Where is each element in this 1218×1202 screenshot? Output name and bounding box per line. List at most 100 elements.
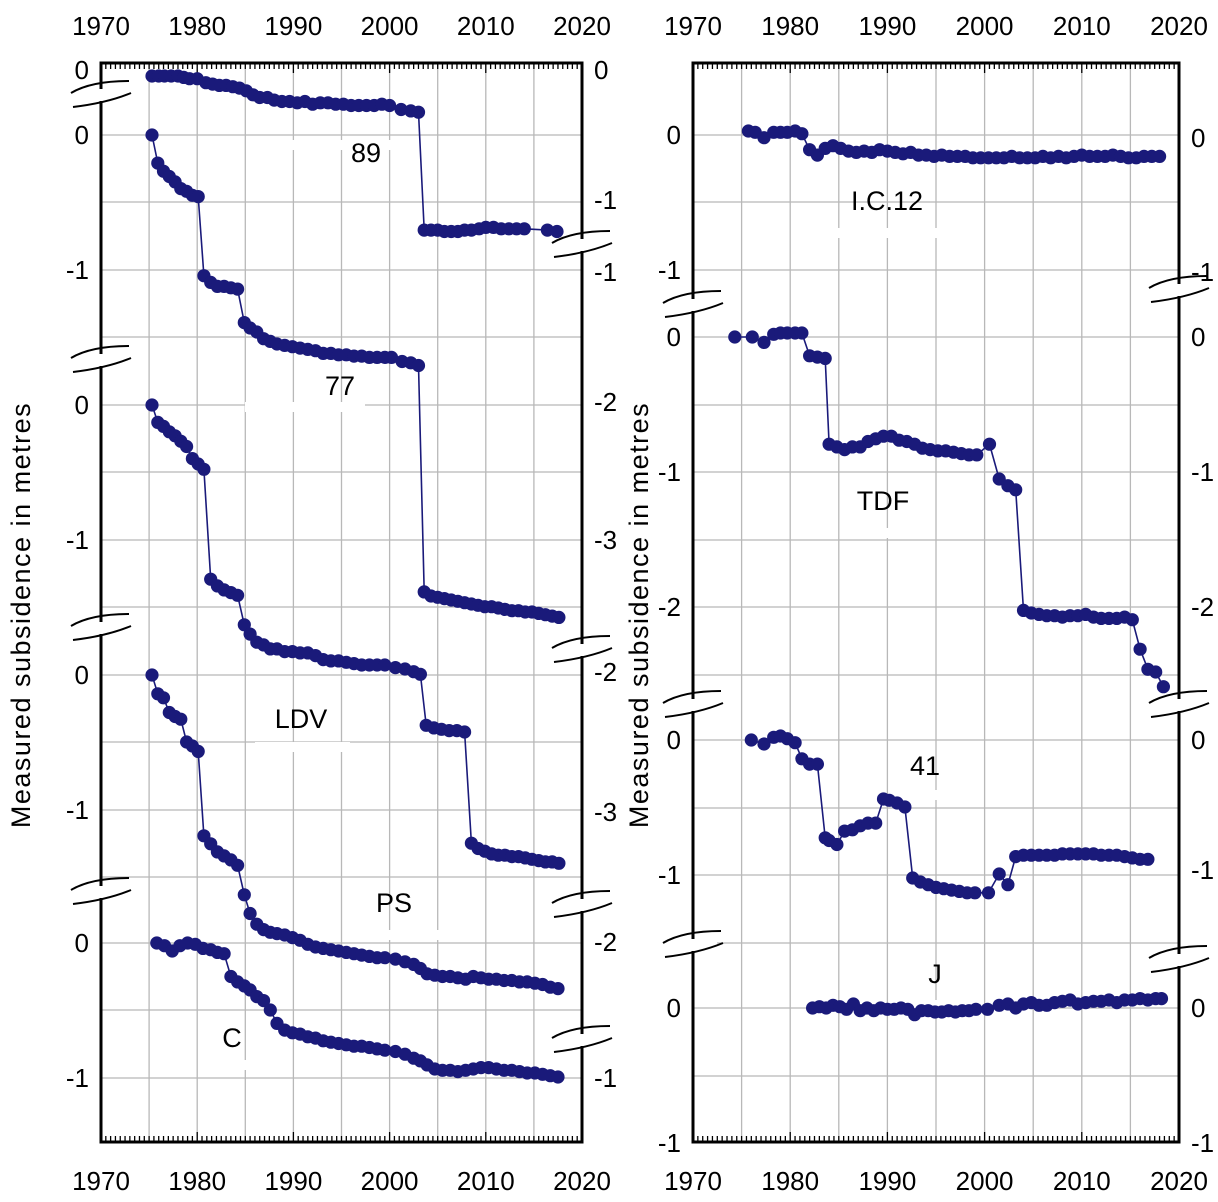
series-77 — [145, 128, 566, 625]
y-tick-label-right: -2 — [594, 927, 617, 957]
data-point — [384, 350, 399, 364]
year-label-top: 2020 — [553, 11, 611, 41]
year-label-bottom: 1990 — [858, 1166, 916, 1196]
data-point — [757, 335, 771, 349]
data-point — [757, 131, 771, 145]
y-tick-label-right: -1 — [1191, 457, 1214, 487]
y-axis-title: Measured subsidence in metres — [624, 402, 654, 828]
data-point — [145, 668, 159, 682]
y-tick-label-left: 0 — [75, 390, 89, 420]
data-point — [517, 222, 531, 236]
data-point — [411, 358, 426, 373]
axis-break-icon — [1148, 690, 1210, 718]
data-point — [394, 102, 408, 117]
axis-break-icon — [662, 290, 724, 318]
series-ldv — [145, 398, 566, 870]
axis-break-icon — [1148, 945, 1210, 973]
y-tick-label-left: 0 — [75, 55, 89, 85]
y-tick-label-right: -3 — [594, 525, 617, 555]
axis-break-icon — [1148, 275, 1210, 303]
data-point — [231, 588, 245, 602]
series-j — [806, 992, 1169, 1022]
axis-break-icon — [70, 613, 132, 641]
series-label: LDV — [275, 704, 328, 734]
series-line — [151, 674, 559, 990]
series-line — [151, 134, 560, 619]
year-label-top: 2000 — [361, 11, 419, 41]
year-label-top: 2020 — [1150, 11, 1208, 41]
data-point — [970, 448, 984, 462]
series-label: I.C.12 — [851, 186, 923, 216]
data-point — [257, 994, 271, 1008]
year-label-top: 1990 — [264, 11, 322, 41]
data-point — [156, 691, 171, 705]
y-tick-label-right: 0 — [1191, 993, 1205, 1023]
data-point — [818, 351, 832, 365]
data-point — [744, 733, 758, 747]
y-tick-label-left: 0 — [75, 928, 89, 958]
y-tick-label-right: 0 — [1191, 322, 1205, 352]
y-tick-label-left: 0 — [667, 725, 681, 755]
data-point — [1153, 149, 1167, 163]
data-point — [728, 330, 742, 344]
year-label-bottom: 1990 — [264, 1166, 322, 1196]
year-label-bottom: 2000 — [361, 1166, 419, 1196]
y-tick-label-left: 0 — [667, 120, 681, 150]
data-point — [1154, 992, 1169, 1006]
data-point — [191, 190, 205, 204]
label-background — [245, 402, 365, 412]
y-tick-label-right: -2 — [594, 387, 617, 417]
data-point — [413, 667, 427, 681]
y-tick-label-left: -1 — [66, 255, 89, 285]
series-line — [734, 332, 1165, 688]
year-label-top: 1970 — [72, 11, 130, 41]
y-tick-label-right: -1 — [1191, 1128, 1214, 1158]
data-point — [1001, 878, 1015, 892]
year-label-bottom: 1970 — [72, 1166, 130, 1196]
data-point — [551, 1070, 565, 1084]
axis-break-icon — [551, 890, 613, 918]
y-axis-title: Measured subsidence in metres — [6, 402, 36, 828]
data-point — [231, 858, 245, 872]
year-label-top: 1980 — [168, 11, 226, 41]
axis-break-icon — [551, 635, 613, 663]
axis-break-icon — [551, 1025, 613, 1053]
data-point — [810, 757, 825, 771]
label-background — [255, 742, 350, 752]
y-tick-label-left: -1 — [658, 255, 681, 285]
y-tick-label-left: 0 — [667, 322, 681, 352]
data-point — [1141, 852, 1155, 866]
year-label-bottom: 1970 — [664, 1166, 722, 1196]
year-label-bottom: 2010 — [457, 1166, 515, 1196]
year-label-bottom: 2010 — [1053, 1166, 1111, 1196]
year-label-top: 1980 — [761, 11, 819, 41]
data-point — [231, 282, 245, 296]
data-point — [969, 1002, 983, 1016]
axis-break-icon — [551, 230, 613, 258]
data-point — [552, 610, 566, 625]
series-ps — [145, 668, 565, 996]
year-ticks — [100, 63, 583, 1142]
data-point — [551, 982, 565, 996]
series-label: 89 — [351, 138, 381, 168]
data-point — [980, 1002, 995, 1016]
data-point — [411, 105, 426, 119]
year-label-top: 2010 — [457, 11, 515, 41]
label-background — [350, 930, 440, 940]
series-i-c-12 — [741, 124, 1167, 165]
data-point — [745, 330, 759, 344]
y-tick-label-right: -1 — [594, 257, 617, 287]
y-tick-label-left: -1 — [658, 860, 681, 890]
year-label-bottom: 1980 — [761, 1166, 819, 1196]
series-label: PS — [376, 888, 412, 918]
y-tick-label-right: -1 — [1191, 855, 1214, 885]
data-point — [992, 867, 1006, 881]
y-tick-label-left: 0 — [75, 120, 89, 150]
data-point — [197, 462, 211, 476]
data-point — [145, 398, 159, 412]
data-point — [378, 951, 392, 965]
y-tick-label-left: -1 — [66, 525, 89, 555]
data-point — [383, 98, 397, 113]
data-point — [243, 906, 257, 921]
